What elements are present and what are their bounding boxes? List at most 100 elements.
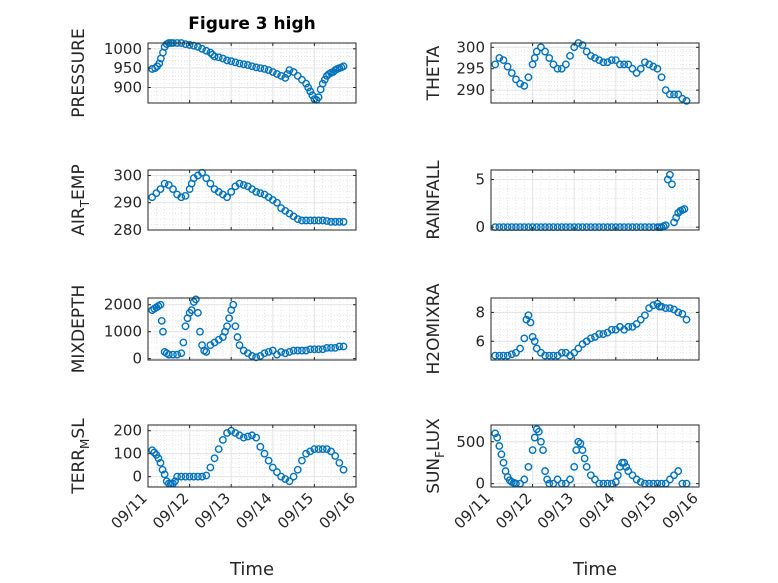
data-point [256,189,265,198]
y-axis-label: RAINFALL [424,160,444,240]
data-point [302,79,310,88]
data-point [223,193,231,202]
data-point [682,315,691,324]
data-point [582,462,591,471]
data-point [298,456,306,465]
data-point [628,64,637,73]
data-point [264,66,273,74]
data-point [530,337,539,346]
data-point [674,467,683,475]
data-point [678,309,687,318]
data-point [185,472,194,481]
x-tick-label: 09/13 [191,489,234,532]
data-point [281,349,290,358]
data-point [239,181,248,189]
data-point [516,344,525,353]
data-point [327,217,335,226]
data-point [320,75,329,84]
y-axis-label-rest: LUX [424,418,444,451]
data-point [160,470,169,479]
data-point [339,62,348,71]
data-point [495,54,504,62]
data-point [674,308,683,317]
data-point [649,62,658,71]
data-point [591,54,599,62]
y-axis-label-subscript: M [78,439,92,449]
data-point [160,179,169,188]
figure-title: Figure 3 high [188,14,316,34]
data-point [152,189,161,198]
data-point [256,442,265,451]
data-point [607,56,616,65]
data-point [665,170,674,179]
data-point [154,454,163,463]
data-point [524,311,533,320]
data-point [595,330,604,338]
y-tick-label: 290 [113,194,142,212]
data-point [512,75,520,84]
x-tick-label: 09/15 [274,489,317,532]
subplot-8: 0500SUNFLUX09/1109/1209/1309/1409/1509/1… [424,418,702,533]
data-point [339,342,348,351]
data-point [603,58,612,67]
data-point [202,46,211,55]
subplot-5: 0 1000 2000 MIXDEPTH [69,285,357,373]
data-point [235,179,244,188]
data-series [148,168,348,226]
data-point [668,180,676,189]
data-point [678,94,687,103]
data-point [331,452,340,460]
data-point [524,73,533,82]
y-axis-label: H2OMIXRA [424,283,444,374]
y-tick-label: 950 [113,59,142,77]
data-point [181,322,190,331]
data-point [289,68,298,76]
data-point [158,465,167,474]
data-point [557,64,566,73]
data-point [682,96,691,105]
data-point [231,322,240,331]
data-point [235,59,244,68]
data-point [331,217,340,226]
data-point [298,216,306,225]
y-tick-label: 300 [456,38,485,56]
data-point [607,325,616,334]
data-point [252,433,261,442]
data-point [561,60,570,69]
data-point [306,447,315,456]
data-point [526,318,535,327]
data-point [566,51,574,60]
data-point [665,90,674,99]
data-point [557,348,566,357]
data-point [151,64,159,73]
data-point [339,217,348,226]
data-point [611,56,620,65]
data-point [298,75,306,84]
data-point [268,68,277,76]
data-point [235,341,244,350]
data-point [670,90,678,99]
data-point [179,338,188,347]
data-point [196,327,204,336]
data-point [189,472,198,481]
data-point [570,348,579,357]
data-point [335,217,344,226]
data-point [210,52,219,61]
data-point [306,345,315,354]
data-point [499,351,508,360]
data-point [248,352,256,360]
data-point [306,87,315,96]
x-tick-label: 09/12 [492,489,535,532]
data-point [318,216,327,225]
data-point [252,353,261,362]
y-axis-label: TERRMSL [69,418,92,495]
data-point [302,216,310,225]
data-point [574,344,583,353]
y-tick-label: 295 [456,60,485,78]
data-point [314,345,323,354]
subplot-2: 290 295 300 THETA [424,38,700,105]
y-axis-label-main: TERR [69,449,89,495]
x-tick-label: 09/11 [451,489,494,532]
data-point [202,174,211,183]
data-point [578,446,587,455]
